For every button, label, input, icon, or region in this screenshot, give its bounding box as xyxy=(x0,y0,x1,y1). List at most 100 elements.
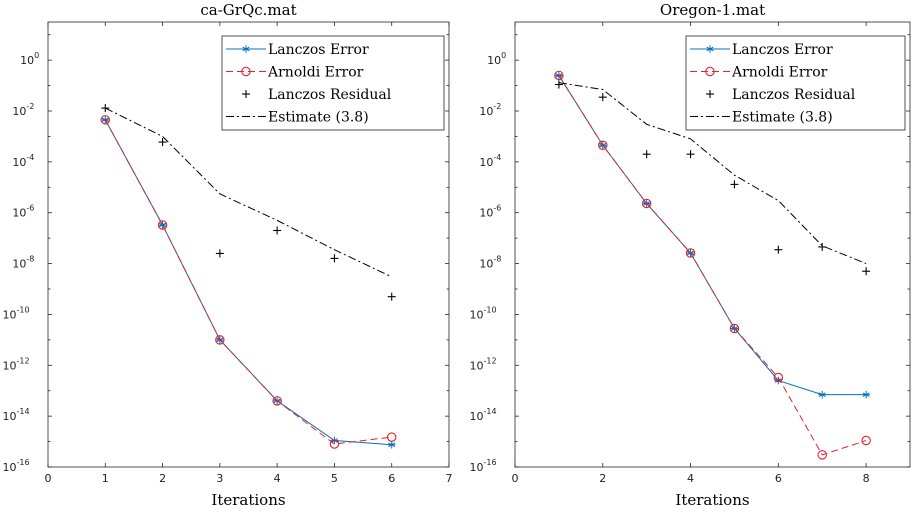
x-tick-label: 5 xyxy=(331,472,338,485)
legend-entry: Estimate (3.8) xyxy=(226,110,369,126)
data-point xyxy=(158,221,167,229)
data-point xyxy=(818,390,827,399)
legend-label: Estimate (3.8) xyxy=(732,110,833,126)
data-point xyxy=(386,432,397,442)
y-tick-label: 10-10 xyxy=(3,305,30,321)
legend-marker xyxy=(242,45,250,53)
x-tick-label: 7 xyxy=(446,472,453,485)
data-point xyxy=(158,138,167,147)
x-tick-label: 2 xyxy=(599,472,606,485)
data-point xyxy=(862,267,871,276)
x-tick-label: 0 xyxy=(45,472,52,485)
data-point xyxy=(387,292,396,301)
data-point xyxy=(330,254,339,263)
legend-box xyxy=(221,35,445,131)
legend-marker xyxy=(241,66,251,77)
y-tick-label: 10-2 xyxy=(479,102,501,118)
data-point xyxy=(157,220,168,230)
data-point xyxy=(686,150,695,159)
data-point xyxy=(329,439,340,449)
data-point xyxy=(215,249,224,258)
data-point xyxy=(215,335,225,345)
y-tick-label: 10-6 xyxy=(479,204,501,220)
data-point xyxy=(773,372,784,383)
series-line xyxy=(558,75,867,456)
legend-label: Estimate (3.8) xyxy=(268,110,369,126)
data-point xyxy=(817,450,827,460)
series-arnoldi-error xyxy=(100,115,397,449)
legend-marker xyxy=(706,90,714,98)
legend-label: Lanczos Residual xyxy=(268,87,392,103)
legend-entry: Arnoldi Error xyxy=(690,65,828,81)
data-point xyxy=(387,440,396,449)
y-tick-label: 10-10 xyxy=(470,305,497,321)
data-point xyxy=(554,80,563,89)
y-tick-label: 10-4 xyxy=(12,153,34,169)
y-tick-label: 10-12 xyxy=(3,356,30,372)
legend-label: Lanczos Error xyxy=(268,42,369,58)
legend: Lanczos Error Arnoldi Error Lanczos Residu… xyxy=(685,35,906,131)
series-line xyxy=(104,119,392,445)
y-tick-label: 100 xyxy=(20,51,39,67)
legend-label: Lanczos Error xyxy=(732,42,833,58)
legend-entry: Arnoldi Error xyxy=(226,65,364,81)
legend-box xyxy=(685,35,906,131)
x-tick-label: 1 xyxy=(102,472,109,485)
series-lanczos-residual xyxy=(554,80,871,276)
chart-title: ca-GrQc.mat xyxy=(200,1,296,19)
legend-label: Arnoldi Error xyxy=(731,65,828,81)
legend-marker xyxy=(242,90,250,98)
y-tick-label: 10-14 xyxy=(470,407,497,423)
series-arnoldi-error xyxy=(554,70,871,460)
chart-panel-1: ca-GrQc.mat 0 1 2 3 4 5 6 7 Iterations 100 10-2 10-4… xyxy=(3,1,453,509)
legend-label: Arnoldi Error xyxy=(267,65,364,81)
legend-marker xyxy=(706,45,714,53)
y-tick-label: 10-4 xyxy=(479,153,501,169)
legend: Lanczos Error Arnoldi Error Lanczos Residu… xyxy=(221,35,445,131)
data-point xyxy=(730,180,739,189)
x-tick-label: 4 xyxy=(687,472,694,485)
data-point xyxy=(598,140,608,150)
y-tick-label: 100 xyxy=(487,51,506,67)
y-tick-label: 10-6 xyxy=(12,204,34,220)
series-estimate-3-8- xyxy=(105,107,392,278)
x-tick-label: 0 xyxy=(512,472,519,485)
data-point xyxy=(272,396,282,406)
x-axis-label: Iterations xyxy=(675,491,749,509)
data-point xyxy=(685,248,696,258)
x-tick-label: 6 xyxy=(388,472,395,485)
chart-panel-2: Oregon-1.mat 0 2 4 6 8 Iterations 100 10-2 10-4 10… xyxy=(470,1,911,509)
data-point xyxy=(774,245,783,254)
x-tick-label: 8 xyxy=(863,472,870,485)
data-point xyxy=(729,323,740,334)
y-tick-label: 10-14 xyxy=(3,407,30,423)
data-point xyxy=(642,150,651,159)
y-tick-label: 10-16 xyxy=(470,458,497,474)
data-point xyxy=(861,435,871,446)
y-tick-label: 10-8 xyxy=(479,255,501,271)
y-tick-label: 10-12 xyxy=(470,356,497,372)
legend-entry: Estimate (3.8) xyxy=(690,110,833,126)
legend-entry: Lanczos Error xyxy=(226,42,369,58)
x-tick-label: 3 xyxy=(216,472,223,485)
data-point xyxy=(555,71,563,80)
series-line xyxy=(558,82,867,265)
x-tick-label: 6 xyxy=(775,472,782,485)
series-estimate-3-8- xyxy=(558,82,867,265)
x-axis-label: Iterations xyxy=(211,491,285,509)
legend-label: Lanczos Residual xyxy=(732,87,856,103)
x-tick-label: 2 xyxy=(159,472,166,485)
data-point xyxy=(273,226,282,235)
chart-title: Oregon-1.mat xyxy=(660,1,765,19)
legend-marker xyxy=(705,66,715,77)
data-point xyxy=(862,390,870,399)
series-line xyxy=(105,107,392,278)
y-tick-label: 10-16 xyxy=(3,458,30,474)
data-point xyxy=(554,70,564,81)
data-point xyxy=(641,198,652,209)
y-tick-label: 10-8 xyxy=(12,255,34,271)
legend-entry: Lanczos Error xyxy=(690,42,833,58)
data-point xyxy=(100,115,111,125)
data-point xyxy=(598,93,607,102)
